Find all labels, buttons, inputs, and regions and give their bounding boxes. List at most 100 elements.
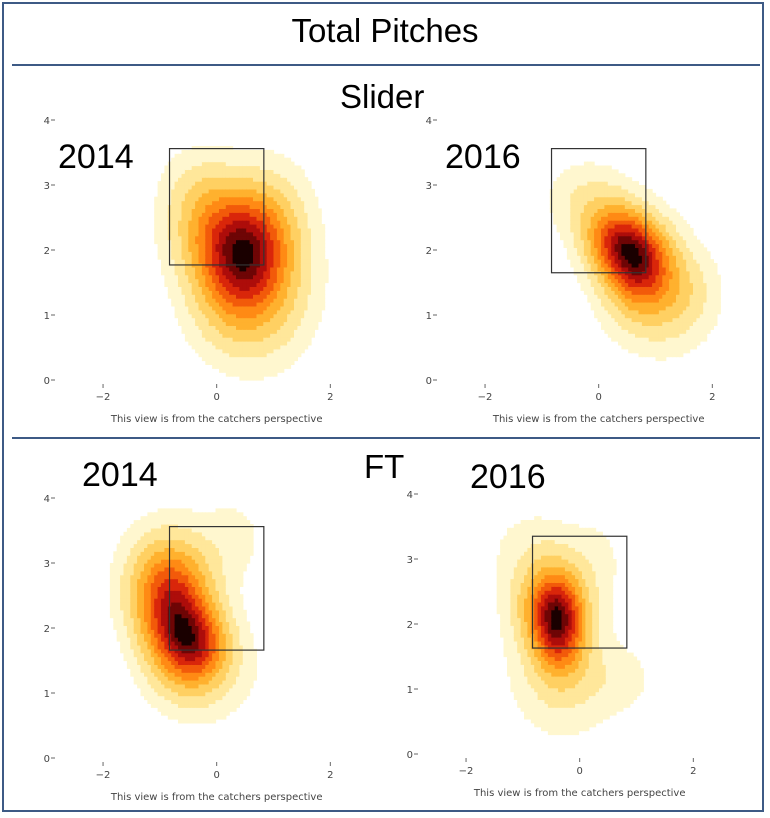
density-cell (287, 337, 292, 342)
density-cell (703, 266, 708, 272)
density-cell (662, 344, 667, 350)
density-cell (601, 224, 605, 229)
density-cell (144, 621, 148, 626)
density-cell (686, 294, 691, 299)
density-cell (573, 181, 578, 186)
density-cell (624, 231, 629, 237)
density-cell (249, 325, 254, 330)
density-cell (270, 290, 275, 295)
density-cell (304, 227, 309, 233)
density-cell (229, 208, 234, 213)
density-cell (652, 348, 657, 354)
density-cell (236, 290, 240, 295)
density-cell (263, 235, 268, 241)
density-cell (307, 185, 312, 190)
density-cell (594, 208, 599, 213)
density-cell (590, 259, 595, 264)
density-cell (280, 251, 285, 256)
density-cell (689, 290, 694, 295)
density-cell (195, 290, 200, 295)
density-cell (590, 247, 595, 252)
density-cell (314, 305, 319, 311)
density-cell (693, 294, 697, 299)
density-cell (164, 687, 169, 693)
density-cell (273, 153, 278, 159)
density-cell (266, 255, 271, 260)
density-cell (242, 247, 247, 252)
density-cell (219, 235, 223, 241)
density-cell (560, 216, 564, 221)
density-cell (570, 208, 575, 213)
density-cell (658, 200, 663, 206)
density-cell (290, 247, 295, 252)
density-cell (167, 699, 172, 704)
density-cell (611, 235, 616, 241)
density-cell (205, 188, 210, 194)
density-cell (631, 266, 636, 272)
density-cell (624, 235, 629, 241)
density-cell (154, 555, 159, 560)
density-cell (280, 204, 285, 209)
density-cell (577, 200, 582, 206)
density-cell (239, 364, 244, 369)
density-cell (273, 298, 278, 303)
density-cell (686, 317, 691, 323)
density-cell (249, 266, 254, 272)
density-cell (249, 153, 254, 159)
density-cell (178, 278, 182, 284)
density-cell (280, 263, 285, 268)
density-cell (174, 196, 179, 202)
density-cell (150, 555, 155, 560)
density-cell (181, 239, 186, 245)
density-cell (133, 633, 138, 638)
density-cell (669, 317, 674, 323)
density-cell (154, 621, 159, 626)
density-cell (137, 578, 142, 584)
density-cell (311, 305, 315, 311)
density-cell (150, 582, 155, 587)
density-cell (144, 543, 148, 548)
density-cell (164, 200, 169, 206)
density-cell (577, 196, 582, 202)
density-cell (113, 570, 118, 576)
density-cell (154, 559, 159, 564)
density-cell (144, 524, 148, 529)
density-cell (147, 598, 152, 603)
density-cell (219, 153, 223, 159)
density-cell (645, 220, 650, 225)
density-cell (607, 200, 612, 206)
density-cell (161, 216, 165, 221)
density-cell (706, 259, 711, 264)
density-cell (215, 270, 220, 276)
density-cell (594, 181, 599, 186)
density-cell (276, 243, 281, 248)
density-cell (174, 660, 179, 665)
density-cell (157, 247, 162, 252)
density-cell (311, 220, 315, 225)
density-cell (652, 255, 657, 260)
density-cell (270, 329, 275, 334)
density-cell (140, 605, 145, 611)
density-cell (631, 278, 636, 284)
density-cell (201, 169, 206, 174)
density-cell (219, 161, 223, 167)
density-cell (621, 235, 626, 241)
density-cell (294, 286, 298, 291)
density-cell (188, 325, 193, 330)
density-cell (171, 586, 176, 591)
density-cell (167, 512, 172, 517)
density-cell (631, 263, 636, 268)
density-cell (614, 294, 619, 299)
density-cell (270, 352, 275, 358)
density-cell (191, 278, 196, 284)
density-cell (290, 298, 295, 303)
density-cell (236, 348, 240, 354)
density-cell (144, 613, 148, 619)
density-cell (198, 177, 203, 182)
density-cell (280, 278, 285, 284)
section-label-ft: FT (364, 448, 405, 485)
density-cell (253, 165, 257, 170)
density-cell (188, 259, 193, 264)
density-cell (273, 227, 278, 233)
density-cell (682, 239, 687, 245)
